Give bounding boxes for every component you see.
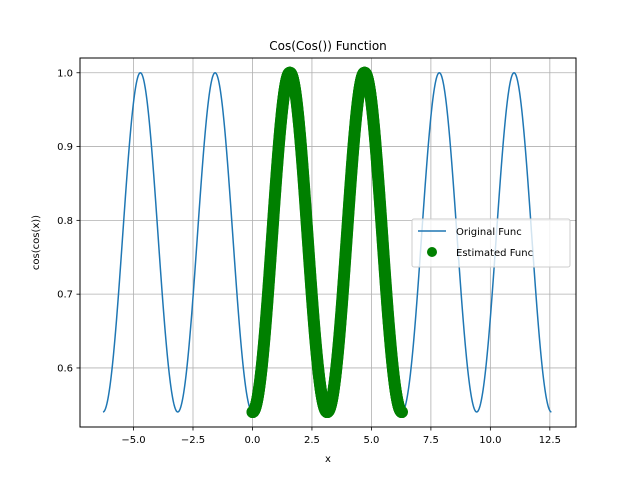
y-tick-label: 0.6 (57, 363, 73, 374)
chart-title: Cos(Cos()) Function (269, 39, 387, 53)
x-tick-label: 10.0 (479, 435, 501, 446)
y-tick-label: 0.7 (57, 290, 73, 301)
series-estimated-func (246, 66, 408, 419)
x-tick-label: 2.5 (304, 435, 320, 446)
x-axis-label: x (325, 454, 331, 465)
legend-label-estimated: Estimated Func (456, 248, 533, 259)
x-tick-label: 5.0 (363, 435, 379, 446)
x-tick-label: 7.5 (423, 435, 439, 446)
ticks: −5.0 −2.5 0.0 2.5 5.0 7.5 10.0 12.5 0.6 0.7 0.8 0.9… (57, 68, 561, 446)
legend-marker-swatch (427, 247, 437, 257)
legend-label-original: Original Func (456, 227, 522, 238)
y-tick-label: 0.8 (57, 216, 73, 227)
axes-frame (79, 57, 577, 428)
y-axis-label: cos(cos(x)) (31, 215, 42, 270)
legend-box (411, 218, 571, 268)
legend: Original Func Estimated Func (411, 218, 571, 268)
x-tick-label: −2.5 (181, 435, 205, 446)
y-tick-label: 1.0 (57, 68, 73, 79)
estimated-point (395, 406, 408, 419)
y-tick-label: 0.9 (57, 142, 73, 153)
x-tick-label: −5.0 (121, 435, 145, 446)
series-layer (102, 66, 552, 419)
x-tick-label: 0.0 (245, 435, 261, 446)
x-tick-label: 12.5 (539, 435, 561, 446)
